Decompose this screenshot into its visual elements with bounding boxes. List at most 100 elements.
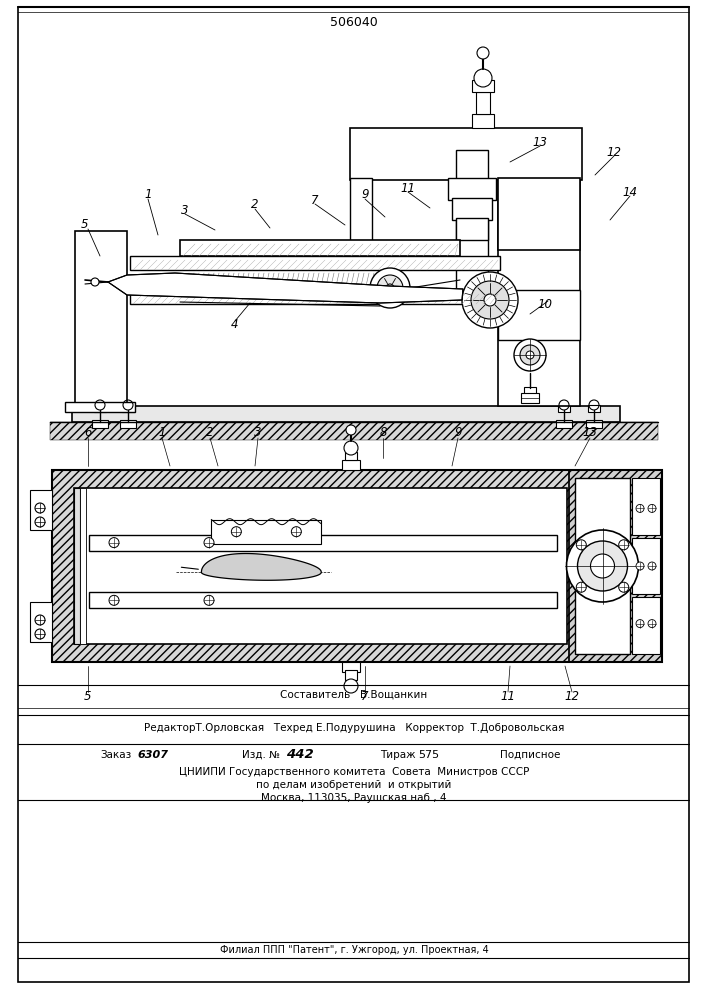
Circle shape — [514, 339, 546, 371]
Circle shape — [576, 582, 586, 592]
Bar — [30, 490, 52, 530]
Bar — [180, 240, 460, 256]
Circle shape — [344, 679, 358, 693]
Polygon shape — [108, 273, 463, 303]
Circle shape — [204, 595, 214, 605]
Bar — [588, 405, 600, 412]
Bar — [345, 452, 357, 460]
Text: 11: 11 — [400, 182, 416, 194]
Text: 442: 442 — [286, 748, 314, 762]
Circle shape — [119, 276, 135, 292]
Circle shape — [291, 527, 301, 537]
Circle shape — [231, 527, 241, 537]
Circle shape — [35, 629, 45, 639]
Circle shape — [377, 275, 403, 301]
Bar — [89, 592, 557, 608]
Text: 13: 13 — [583, 426, 597, 438]
Bar — [74, 488, 80, 644]
Text: 3: 3 — [181, 204, 189, 217]
Circle shape — [109, 538, 119, 548]
Text: 10: 10 — [537, 298, 552, 312]
Circle shape — [91, 278, 99, 286]
Bar — [632, 478, 660, 535]
Bar — [352, 130, 580, 178]
Circle shape — [636, 620, 644, 628]
Text: 7: 7 — [311, 194, 319, 207]
Text: 1: 1 — [158, 426, 165, 438]
Text: Подписное: Подписное — [500, 750, 561, 760]
Bar — [632, 597, 660, 654]
Circle shape — [526, 351, 534, 359]
Text: 1: 1 — [144, 188, 152, 202]
Text: 6307: 6307 — [137, 750, 168, 760]
Text: 14: 14 — [622, 186, 638, 198]
Circle shape — [109, 595, 119, 605]
Polygon shape — [201, 554, 322, 580]
Bar — [350, 128, 582, 180]
Circle shape — [204, 538, 214, 548]
Text: ЦНИИПИ Государственного комитета  Совета  Министров СССР: ЦНИИПИ Государственного комитета Совета … — [179, 767, 529, 777]
Bar — [586, 420, 602, 428]
Text: 9: 9 — [455, 426, 462, 438]
Text: Составитель   В.Вощанкин: Составитель В.Вощанкин — [281, 690, 428, 700]
Polygon shape — [85, 278, 95, 286]
Bar — [524, 387, 536, 395]
Circle shape — [636, 504, 644, 512]
Bar — [456, 218, 488, 240]
Bar — [456, 150, 488, 300]
Bar — [448, 178, 496, 200]
Bar — [52, 470, 662, 662]
Bar — [350, 178, 372, 250]
Bar — [345, 670, 357, 680]
Bar — [211, 520, 322, 544]
Circle shape — [619, 582, 629, 592]
Circle shape — [566, 530, 638, 602]
Bar — [74, 488, 567, 644]
Bar — [30, 602, 52, 642]
Bar — [458, 150, 486, 298]
Bar — [476, 92, 490, 114]
Circle shape — [648, 504, 656, 512]
Circle shape — [35, 503, 45, 513]
Bar — [500, 136, 578, 404]
Circle shape — [370, 268, 410, 308]
Bar — [556, 420, 572, 428]
Bar — [130, 256, 500, 270]
Text: 575: 575 — [418, 750, 439, 760]
Circle shape — [471, 281, 509, 319]
Bar — [569, 470, 662, 662]
Circle shape — [35, 517, 45, 527]
Text: 12: 12 — [564, 690, 580, 704]
Text: 13: 13 — [532, 135, 547, 148]
Circle shape — [477, 47, 489, 59]
Bar — [452, 198, 492, 220]
Bar — [500, 292, 578, 338]
Bar — [498, 136, 580, 406]
Bar — [122, 405, 134, 412]
Bar — [72, 406, 620, 422]
Circle shape — [520, 345, 540, 365]
Circle shape — [474, 69, 492, 87]
Bar — [130, 290, 500, 304]
Circle shape — [346, 425, 356, 435]
Circle shape — [462, 272, 518, 328]
Text: 3: 3 — [255, 426, 262, 438]
Bar — [597, 560, 609, 572]
Text: Тираж: Тираж — [380, 750, 416, 760]
Bar — [120, 420, 136, 428]
Circle shape — [576, 540, 586, 550]
Text: 12: 12 — [607, 145, 621, 158]
Text: 8: 8 — [379, 426, 387, 438]
Bar — [472, 114, 494, 128]
Bar — [77, 233, 125, 404]
Text: 2: 2 — [206, 426, 214, 438]
Circle shape — [35, 615, 45, 625]
Text: 506040: 506040 — [330, 15, 378, 28]
Bar — [80, 488, 86, 644]
Text: 2: 2 — [251, 198, 259, 212]
Text: по делам изобретений  и открытий: по делам изобретений и открытий — [257, 780, 452, 790]
Bar — [632, 538, 660, 594]
Bar — [500, 180, 578, 248]
Text: 6: 6 — [84, 426, 92, 438]
Bar — [52, 470, 662, 662]
